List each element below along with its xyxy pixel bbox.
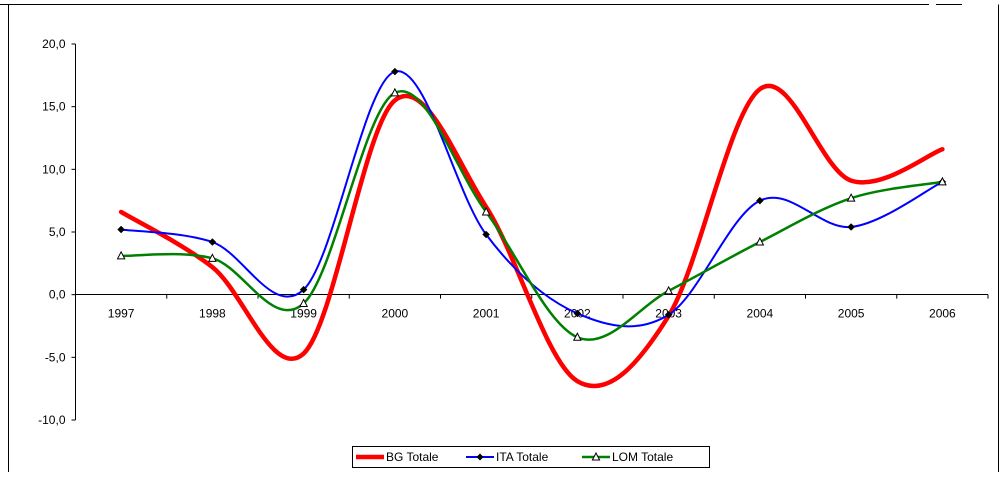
data-point-lom-totale	[390, 87, 400, 97]
legend-label-ita-totale: ITA Totale	[496, 450, 549, 464]
data-point-lom-totale	[299, 298, 309, 307]
series-line-lom-totale	[119, 89, 944, 341]
data-point-ita-totale	[391, 67, 399, 76]
chart-legend: BG Totale ITA Totale LOM Totale	[352, 446, 710, 468]
series-line-bg-totale	[118, 83, 945, 389]
legend-label-lom-totale: LOM Totale	[612, 450, 673, 464]
data-point-ita-totale	[482, 230, 490, 239]
data-point-ita-totale	[573, 309, 582, 318]
y-tick-label: 10,0	[42, 162, 66, 176]
data-point-ita-totale	[299, 285, 308, 294]
y-tick-label: 20,0	[42, 37, 66, 51]
x-tick-label: 2004	[747, 307, 774, 321]
data-point-lom-totale	[572, 332, 582, 341]
y-tick-label: -10,0	[38, 413, 66, 427]
y-tick-label: 5,0	[49, 225, 66, 239]
y-tick-label: -5,0	[45, 350, 66, 364]
x-tick-label: 2005	[838, 307, 865, 321]
legend-marker-icon	[476, 453, 484, 461]
x-tick-label: 2000	[382, 307, 409, 321]
x-axis-ticks: 1997199819992000200120022003200420052006	[75, 294, 989, 321]
legend-label-bg-totale: BG Totale	[386, 450, 439, 464]
data-point-lom-totale	[846, 193, 856, 202]
data-point-ita-totale	[756, 196, 764, 205]
y-axis-ticks: 20,0 15,0 10,0 5,0 0,0 -5,0 -10,0	[38, 37, 76, 427]
data-point-ita-totale	[117, 225, 125, 234]
data-point-lom-totale	[116, 250, 126, 260]
data-point-ita-totale	[208, 238, 217, 246]
y-tick-label: 0,0	[49, 288, 66, 302]
series-line-ita-totale	[120, 70, 944, 328]
x-tick-label: 2001	[473, 307, 500, 321]
data-point-lom-totale	[755, 236, 765, 246]
data-point-lom-totale	[481, 206, 491, 216]
series-lines	[118, 70, 945, 389]
data-point-lom-totale	[937, 176, 947, 186]
x-tick-label: 1997	[108, 307, 135, 321]
data-point-lom-totale	[664, 285, 674, 295]
y-tick-label: 15,0	[42, 100, 66, 114]
legend-box	[352, 446, 710, 468]
data-point-ita-totale	[847, 223, 855, 231]
legend-marker-icon	[591, 451, 601, 461]
data-point-ita-totale	[664, 310, 673, 319]
x-tick-label: 2006	[929, 307, 956, 321]
x-tick-label: 1999	[290, 307, 317, 321]
series-markers	[116, 67, 947, 341]
x-tick-label: 1998	[199, 307, 226, 321]
data-point-lom-totale	[207, 253, 217, 262]
